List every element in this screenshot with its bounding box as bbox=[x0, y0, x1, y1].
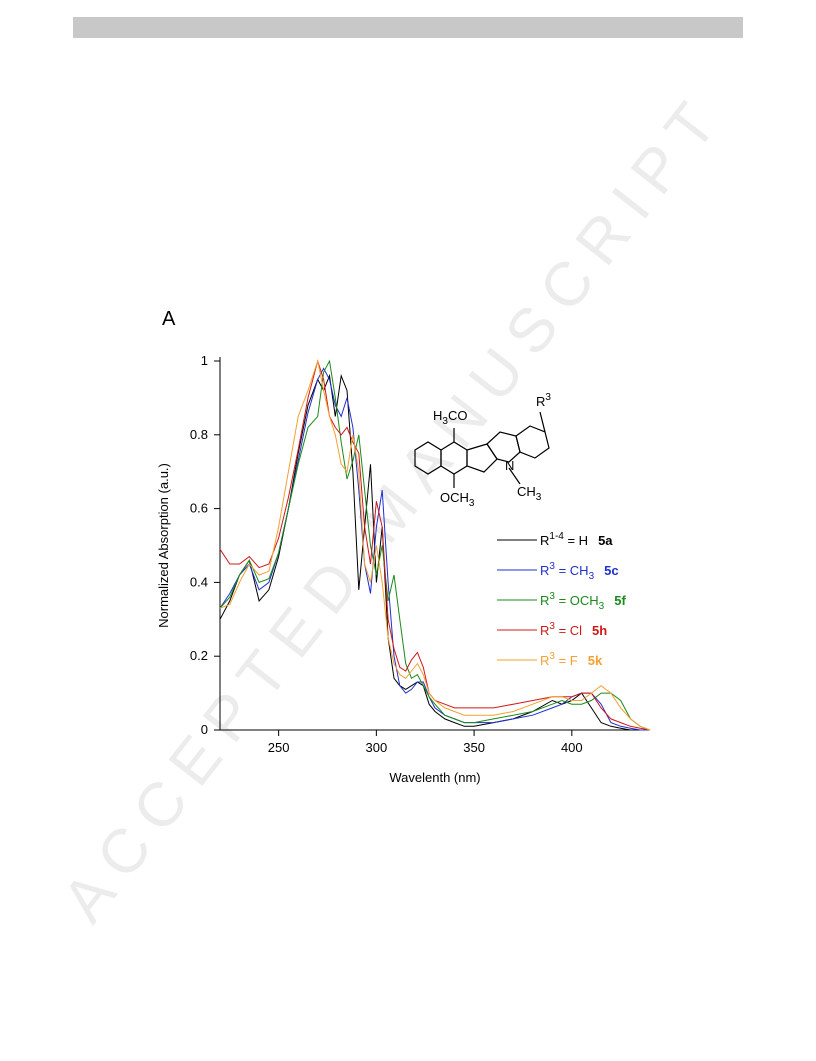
structure-label: H3CO bbox=[433, 408, 467, 427]
structure-label: N bbox=[505, 458, 514, 473]
structure-label: CH3 bbox=[517, 484, 542, 503]
x-tick-label: 300 bbox=[366, 740, 388, 755]
legend-label: R3 = Cl bbox=[540, 621, 582, 638]
y-tick-label: 0.6 bbox=[190, 501, 208, 516]
y-axis-label: Normalized Absorption (a.u.) bbox=[156, 463, 171, 628]
x-tick-label: 400 bbox=[561, 740, 583, 755]
chemical-structure: H3CO R3 N OCH3 CH3 bbox=[414, 392, 551, 509]
legend-compound: 5f bbox=[614, 593, 626, 608]
series-line bbox=[219, 359, 651, 731]
legend-compound: 5c bbox=[604, 563, 618, 578]
legend-label: R1-4 = H bbox=[540, 531, 588, 548]
chart: A 0 0.2 0.4 0.6 0.8 1 250 300 350 400 Wavelenth (nm… bbox=[156, 308, 651, 785]
y-tick-label: 0 bbox=[201, 722, 208, 737]
legend-label: R3 = CH3 bbox=[540, 561, 595, 582]
series-line bbox=[219, 359, 651, 731]
legend-compound: 5k bbox=[588, 653, 603, 668]
legend-compound: 5a bbox=[598, 533, 613, 548]
y-tick-label: 1 bbox=[201, 353, 208, 368]
x-tick-label: 250 bbox=[268, 740, 290, 755]
ring bbox=[466, 443, 498, 473]
ring bbox=[515, 425, 550, 459]
bond bbox=[539, 411, 546, 433]
y-tick-label: 0.4 bbox=[190, 574, 208, 589]
structure-label: OCH3 bbox=[440, 490, 475, 509]
legend-label: R3 = F bbox=[540, 651, 578, 668]
panel-label: A bbox=[162, 308, 176, 330]
y-tick-label: 0.2 bbox=[190, 648, 208, 663]
bond bbox=[508, 467, 521, 485]
header-bar bbox=[73, 17, 743, 38]
legend-label: R3 = OCH3 bbox=[540, 591, 605, 612]
x-tick-label: 350 bbox=[463, 740, 485, 755]
y-tick-label: 0.8 bbox=[190, 427, 208, 442]
x-axis-label: Wavelenth (nm) bbox=[389, 770, 480, 785]
legend-compound: 5h bbox=[592, 623, 607, 638]
series-line bbox=[219, 359, 651, 731]
structure-label: R3 bbox=[536, 392, 551, 409]
